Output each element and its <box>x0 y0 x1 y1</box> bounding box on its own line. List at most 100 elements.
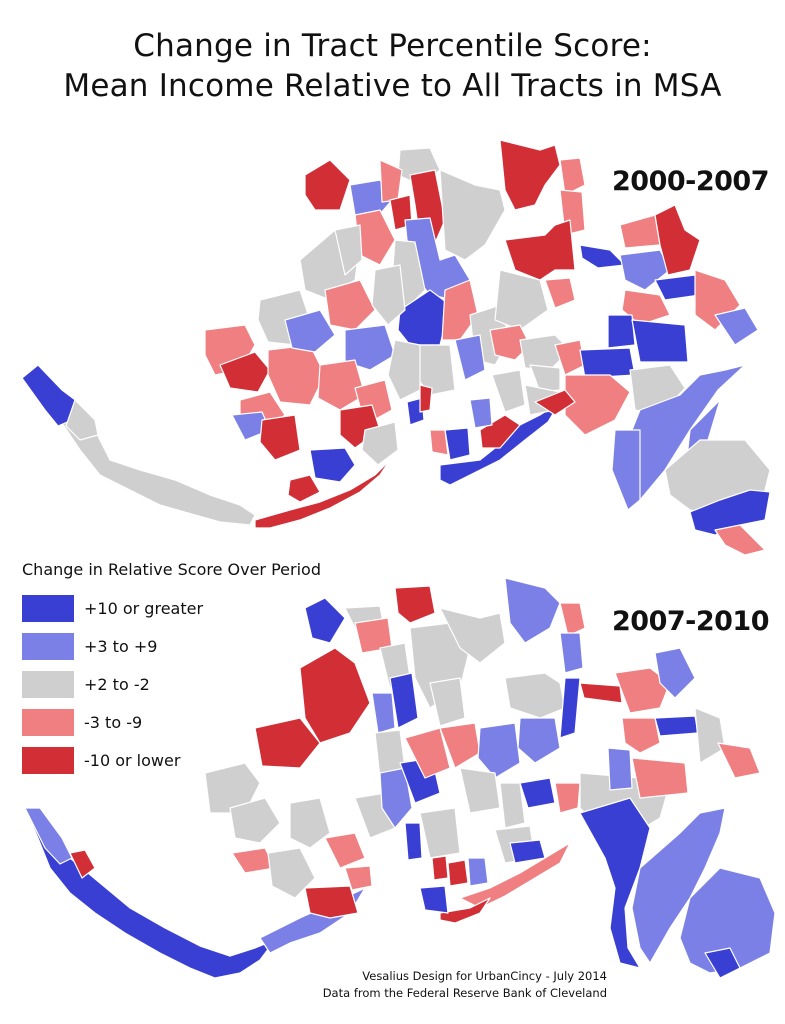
tracts-group-1 <box>21 139 771 556</box>
tract <box>317 359 366 411</box>
tract <box>611 429 641 511</box>
tract <box>229 797 281 844</box>
tract <box>504 672 566 719</box>
tract <box>679 867 776 974</box>
tract <box>24 807 276 979</box>
tract <box>379 767 413 829</box>
tract <box>287 474 321 503</box>
tract <box>631 807 726 964</box>
tract <box>499 782 526 829</box>
tract <box>519 777 556 809</box>
tract <box>344 324 396 371</box>
tract <box>544 277 576 309</box>
tract <box>689 489 771 536</box>
tract <box>499 139 561 211</box>
tract <box>419 384 433 413</box>
legend-swatch <box>22 632 74 660</box>
tract-map-2000-2007 <box>21 139 771 556</box>
legend-item: +2 to -2 <box>22 665 321 703</box>
tract <box>509 839 546 864</box>
tract <box>441 279 479 341</box>
tract <box>389 672 419 729</box>
tract <box>559 602 586 637</box>
tract <box>619 214 661 249</box>
credit-line-1: Vesalius Design for UrbanCincy - July 20… <box>362 969 607 983</box>
legend-swatch <box>22 594 74 622</box>
tract <box>579 244 626 269</box>
tract <box>579 797 651 969</box>
tract <box>694 707 726 764</box>
tract <box>459 767 501 814</box>
tract <box>429 429 449 456</box>
tract <box>714 524 766 556</box>
tract <box>429 677 466 727</box>
tract <box>469 397 493 429</box>
tract <box>491 369 526 413</box>
tract <box>704 947 741 979</box>
legend-label: -3 to -9 <box>84 712 143 732</box>
tract <box>394 585 436 624</box>
tract <box>304 159 351 211</box>
tract <box>517 717 561 764</box>
tract <box>714 307 759 346</box>
tract <box>717 742 761 779</box>
legend-item: +3 to +9 <box>22 627 321 665</box>
tract <box>289 797 331 849</box>
period-label-1: 2000-2007 <box>612 166 770 197</box>
tract <box>579 347 636 379</box>
map-title: Change in Tract Percentile Score: Mean I… <box>0 26 785 106</box>
tract <box>439 897 491 924</box>
tract <box>621 289 671 326</box>
tract <box>387 339 421 401</box>
tract <box>559 632 584 674</box>
tract <box>447 859 469 887</box>
tract <box>631 757 689 799</box>
tract <box>614 667 671 714</box>
tract <box>324 832 366 869</box>
tract <box>607 314 636 349</box>
tract <box>371 692 396 734</box>
tract <box>459 842 571 909</box>
tract-map-2007-2010 <box>24 577 776 979</box>
tract <box>404 822 423 861</box>
tract <box>654 647 696 699</box>
legend-swatch <box>22 670 74 698</box>
tract <box>59 419 256 526</box>
tract <box>431 855 449 881</box>
tracts-group-2 <box>24 577 776 979</box>
tract <box>631 319 689 363</box>
tract <box>219 351 271 393</box>
tract <box>254 459 391 529</box>
tract <box>419 807 461 859</box>
tract <box>69 849 96 879</box>
tract <box>621 717 661 754</box>
tract <box>579 682 623 704</box>
tract <box>371 264 406 326</box>
legend-swatch <box>22 746 74 774</box>
tract <box>267 847 316 899</box>
tract <box>467 857 489 887</box>
tract <box>654 204 701 276</box>
tract <box>504 219 576 281</box>
tract <box>304 597 346 644</box>
legend-label: +2 to -2 <box>84 674 150 694</box>
tract <box>439 169 506 261</box>
tract <box>254 717 321 769</box>
tract <box>304 885 359 919</box>
tract <box>494 269 549 331</box>
tract <box>267 344 326 406</box>
tract <box>477 722 521 779</box>
tract <box>419 885 449 914</box>
tract <box>361 421 399 466</box>
credits: Vesalius Design for UrbanCincy - July 20… <box>323 968 607 1002</box>
legend-label: -10 or lower <box>84 750 181 770</box>
legend-label: +3 to +9 <box>84 636 158 656</box>
tract <box>404 727 451 779</box>
tract <box>204 762 261 814</box>
tract <box>654 715 699 737</box>
title-line-2: Mean Income Relative to All Tracts in MS… <box>63 68 722 104</box>
tract <box>344 865 373 891</box>
legend-item: +10 or greater <box>22 589 321 627</box>
tract <box>529 364 561 393</box>
tract <box>65 399 99 441</box>
